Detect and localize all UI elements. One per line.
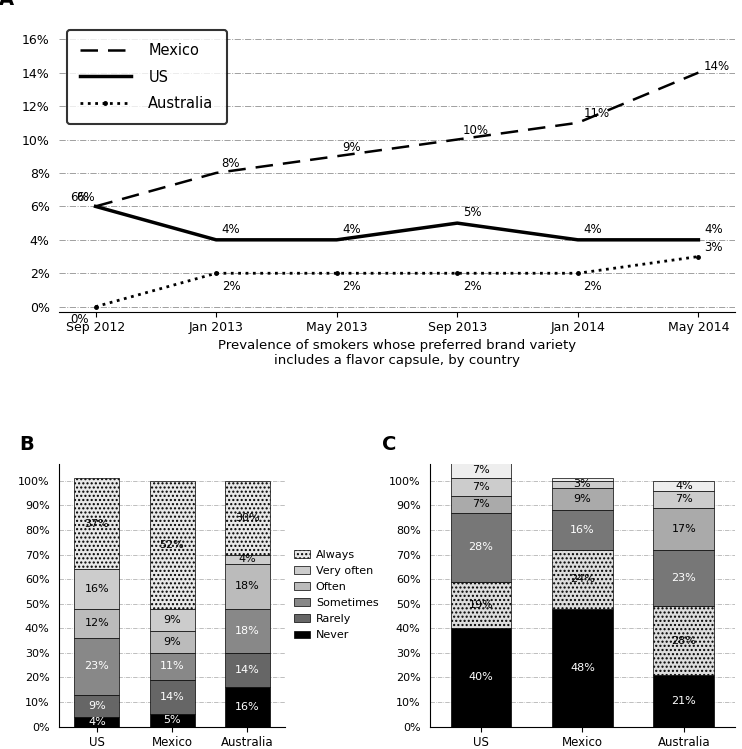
Text: 4%: 4% — [238, 554, 256, 565]
Text: 14%: 14% — [160, 692, 185, 702]
Bar — [654, 550, 715, 606]
Text: 48%: 48% — [570, 663, 595, 673]
Text: 28%: 28% — [672, 635, 696, 646]
Text: 0%: 0% — [70, 313, 89, 327]
Bar — [74, 609, 119, 638]
Bar — [552, 479, 613, 481]
Bar — [74, 638, 119, 694]
Text: 2%: 2% — [583, 280, 602, 293]
Bar — [654, 508, 715, 550]
Bar — [74, 694, 119, 717]
Text: 4%: 4% — [583, 223, 602, 236]
Bar — [149, 481, 194, 609]
Bar — [149, 631, 194, 653]
Bar — [552, 510, 613, 550]
Text: 52%: 52% — [160, 540, 185, 550]
Text: 6%: 6% — [76, 191, 95, 204]
Text: 2%: 2% — [463, 280, 482, 293]
Text: 4%: 4% — [88, 717, 106, 727]
Text: 40%: 40% — [469, 673, 493, 682]
Bar — [74, 569, 119, 609]
Text: 9%: 9% — [342, 141, 361, 154]
Text: 30%: 30% — [235, 512, 260, 523]
Text: 4%: 4% — [222, 223, 240, 236]
Bar — [552, 488, 613, 510]
Bar — [225, 564, 269, 609]
Text: C: C — [381, 435, 396, 455]
Text: 14%: 14% — [704, 60, 730, 73]
Text: 23%: 23% — [85, 661, 109, 671]
Bar — [654, 491, 715, 508]
Text: 6%: 6% — [70, 191, 89, 204]
Text: 16%: 16% — [235, 702, 260, 712]
Bar — [552, 609, 613, 727]
Bar — [225, 554, 269, 564]
Bar — [450, 461, 511, 479]
Bar — [149, 653, 194, 680]
Text: 4%: 4% — [342, 223, 361, 236]
Legend: Mexico, US, Australia: Mexico, US, Australia — [67, 30, 227, 124]
Text: 16%: 16% — [85, 584, 109, 594]
Text: 37%: 37% — [85, 519, 109, 529]
Legend: Don't know, The timing varies
from cig to cig, During the last
few puffs, Halfwa: Don't know, The timing varies from cig t… — [740, 523, 742, 667]
Bar — [225, 481, 269, 554]
Text: 3%: 3% — [574, 479, 591, 489]
Text: 24%: 24% — [570, 574, 595, 584]
Text: 7%: 7% — [472, 482, 490, 492]
Bar — [450, 581, 511, 628]
Text: 23%: 23% — [672, 573, 696, 583]
Text: 5%: 5% — [463, 206, 482, 219]
Legend: Always, Very often, Often, Sometimes, Rarely, Never: Always, Very often, Often, Sometimes, Ra… — [290, 547, 382, 643]
Bar — [450, 513, 511, 581]
Text: 9%: 9% — [574, 494, 591, 504]
Bar — [149, 715, 194, 727]
Bar — [74, 717, 119, 727]
Bar — [450, 628, 511, 727]
Text: 7%: 7% — [675, 494, 693, 504]
Text: 4%: 4% — [704, 223, 723, 236]
Bar — [225, 688, 269, 727]
Text: 3%: 3% — [704, 241, 723, 254]
Bar — [225, 609, 269, 653]
Text: 14%: 14% — [234, 665, 260, 675]
Text: 18%: 18% — [234, 625, 260, 636]
Text: 4%: 4% — [675, 481, 693, 491]
Text: 19%: 19% — [469, 600, 493, 610]
Text: 16%: 16% — [570, 525, 595, 535]
Bar — [552, 550, 613, 609]
Text: 2%: 2% — [222, 280, 240, 293]
Bar — [225, 653, 269, 688]
Bar — [552, 481, 613, 488]
Text: 28%: 28% — [469, 542, 493, 552]
Bar — [654, 481, 715, 491]
Text: A: A — [0, 0, 13, 9]
Text: 12%: 12% — [85, 619, 109, 628]
Text: 18%: 18% — [234, 581, 260, 592]
Text: 7%: 7% — [472, 499, 490, 509]
Bar — [149, 609, 194, 631]
Text: 9%: 9% — [88, 700, 106, 711]
Text: 10%: 10% — [463, 124, 489, 137]
Text: 17%: 17% — [672, 524, 696, 534]
Bar — [450, 479, 511, 496]
Text: 11%: 11% — [583, 107, 609, 121]
X-axis label: Prevalence of smokers whose preferred brand variety
includes a flavor capsule, b: Prevalence of smokers whose preferred br… — [218, 339, 576, 366]
Text: B: B — [19, 435, 33, 455]
Text: 7%: 7% — [472, 464, 490, 475]
Bar — [74, 479, 119, 569]
Text: 9%: 9% — [163, 637, 181, 646]
Bar — [149, 680, 194, 715]
Text: 8%: 8% — [222, 157, 240, 170]
Text: 5%: 5% — [163, 715, 181, 725]
Text: 2%: 2% — [342, 280, 361, 293]
Bar — [450, 496, 511, 513]
Text: 9%: 9% — [163, 615, 181, 625]
Text: 21%: 21% — [672, 696, 696, 706]
Text: 11%: 11% — [160, 661, 184, 671]
Bar — [654, 675, 715, 727]
Bar — [654, 606, 715, 675]
